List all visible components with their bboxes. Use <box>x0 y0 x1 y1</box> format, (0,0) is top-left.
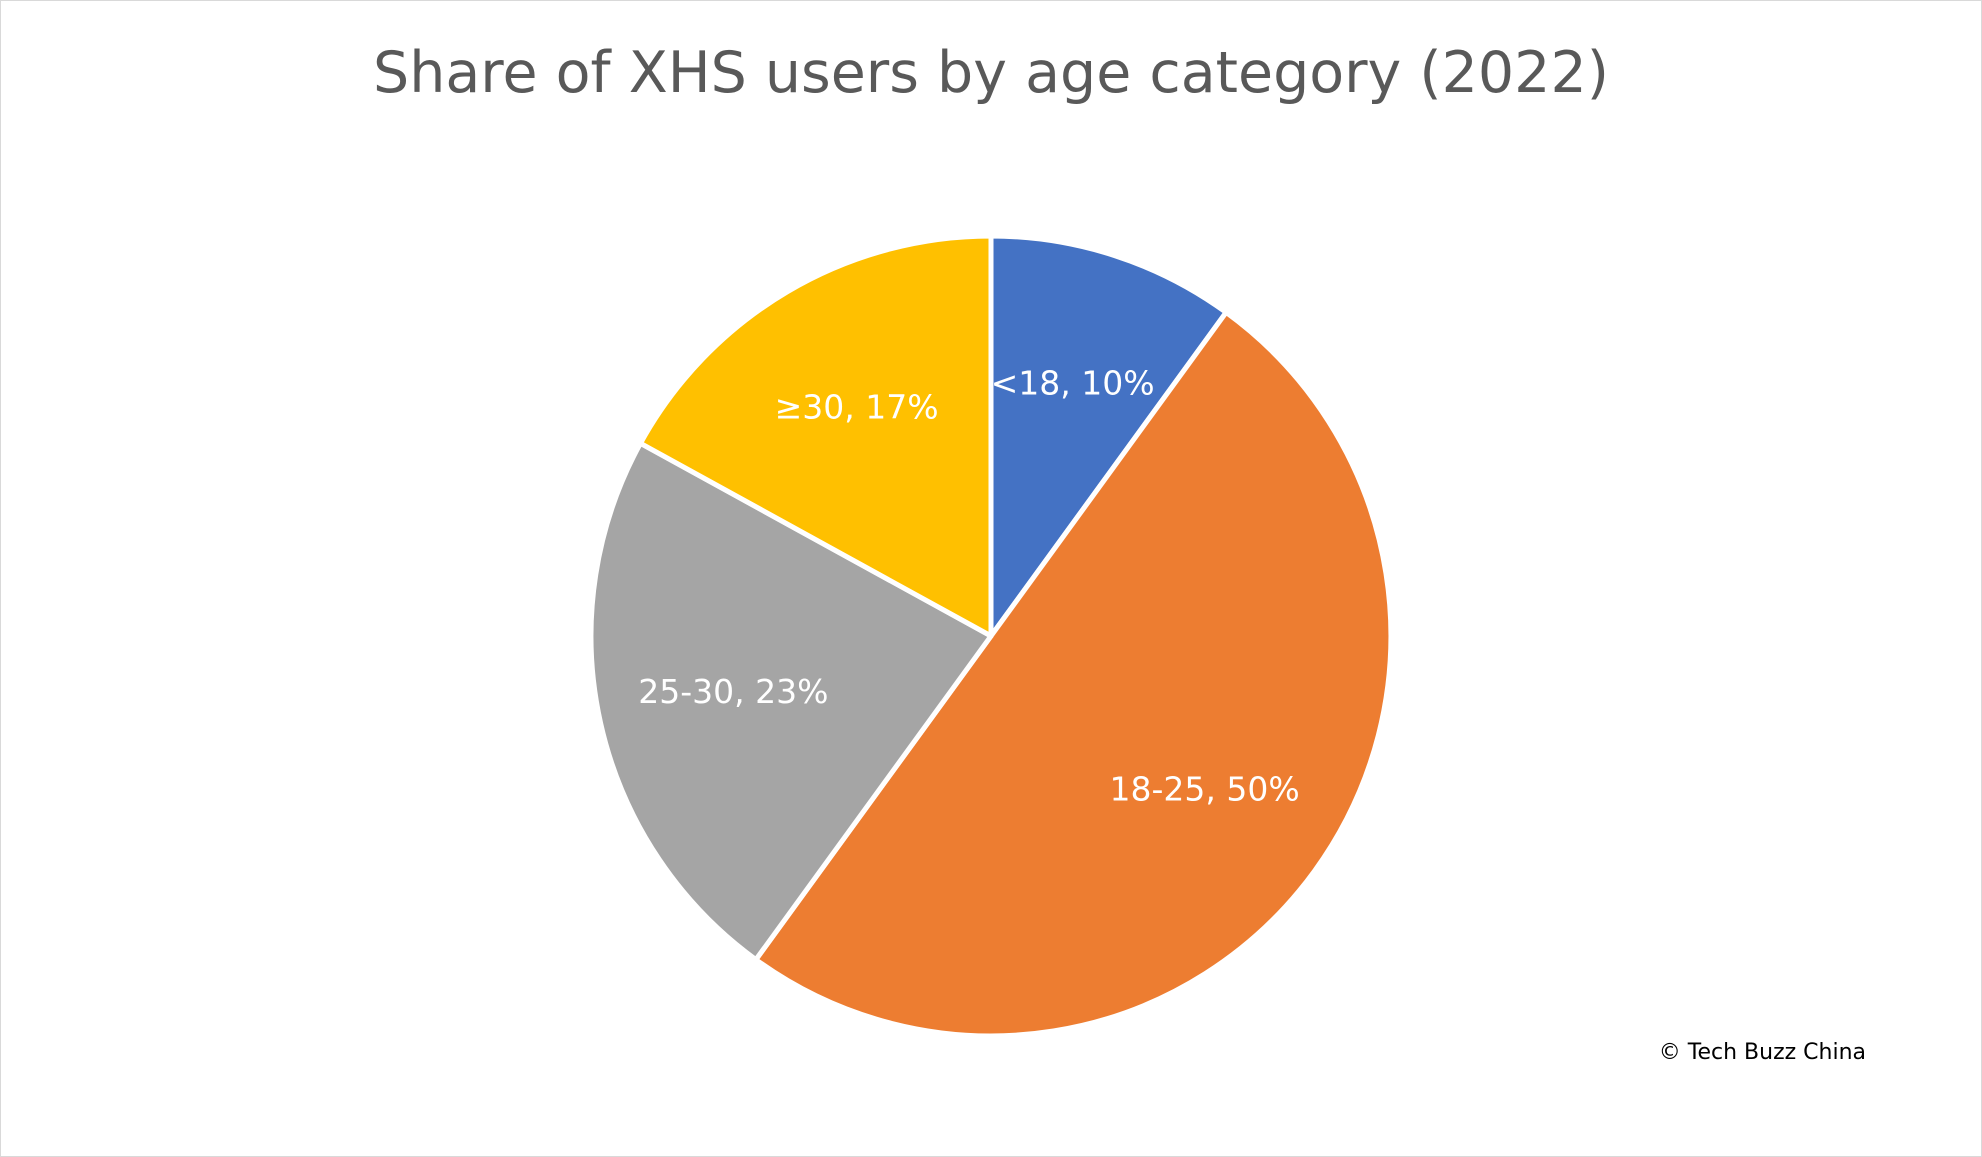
copyright-credit: © Tech Buzz China <box>1658 1040 1866 1065</box>
pie-slice-3 <box>588 440 994 963</box>
pie-slices <box>588 233 1393 1038</box>
data-label-3: 25-30, 23% <box>638 672 828 711</box>
chart-title: Share of XHS users by age category (2022… <box>373 40 1609 106</box>
data-label-4: ≥30, 17% <box>775 387 939 426</box>
data-label-2: 18-25, 50% <box>1109 770 1299 809</box>
data-label-1: <18, 10% <box>991 363 1155 402</box>
pie-slice-4 <box>637 233 994 639</box>
pie-slice-1 <box>988 233 1229 639</box>
pie-labels: <18, 10% 18-25, 50% 25-30, 23% ≥30, 17% <box>638 363 1299 808</box>
pie-slice-2 <box>753 309 1393 1038</box>
